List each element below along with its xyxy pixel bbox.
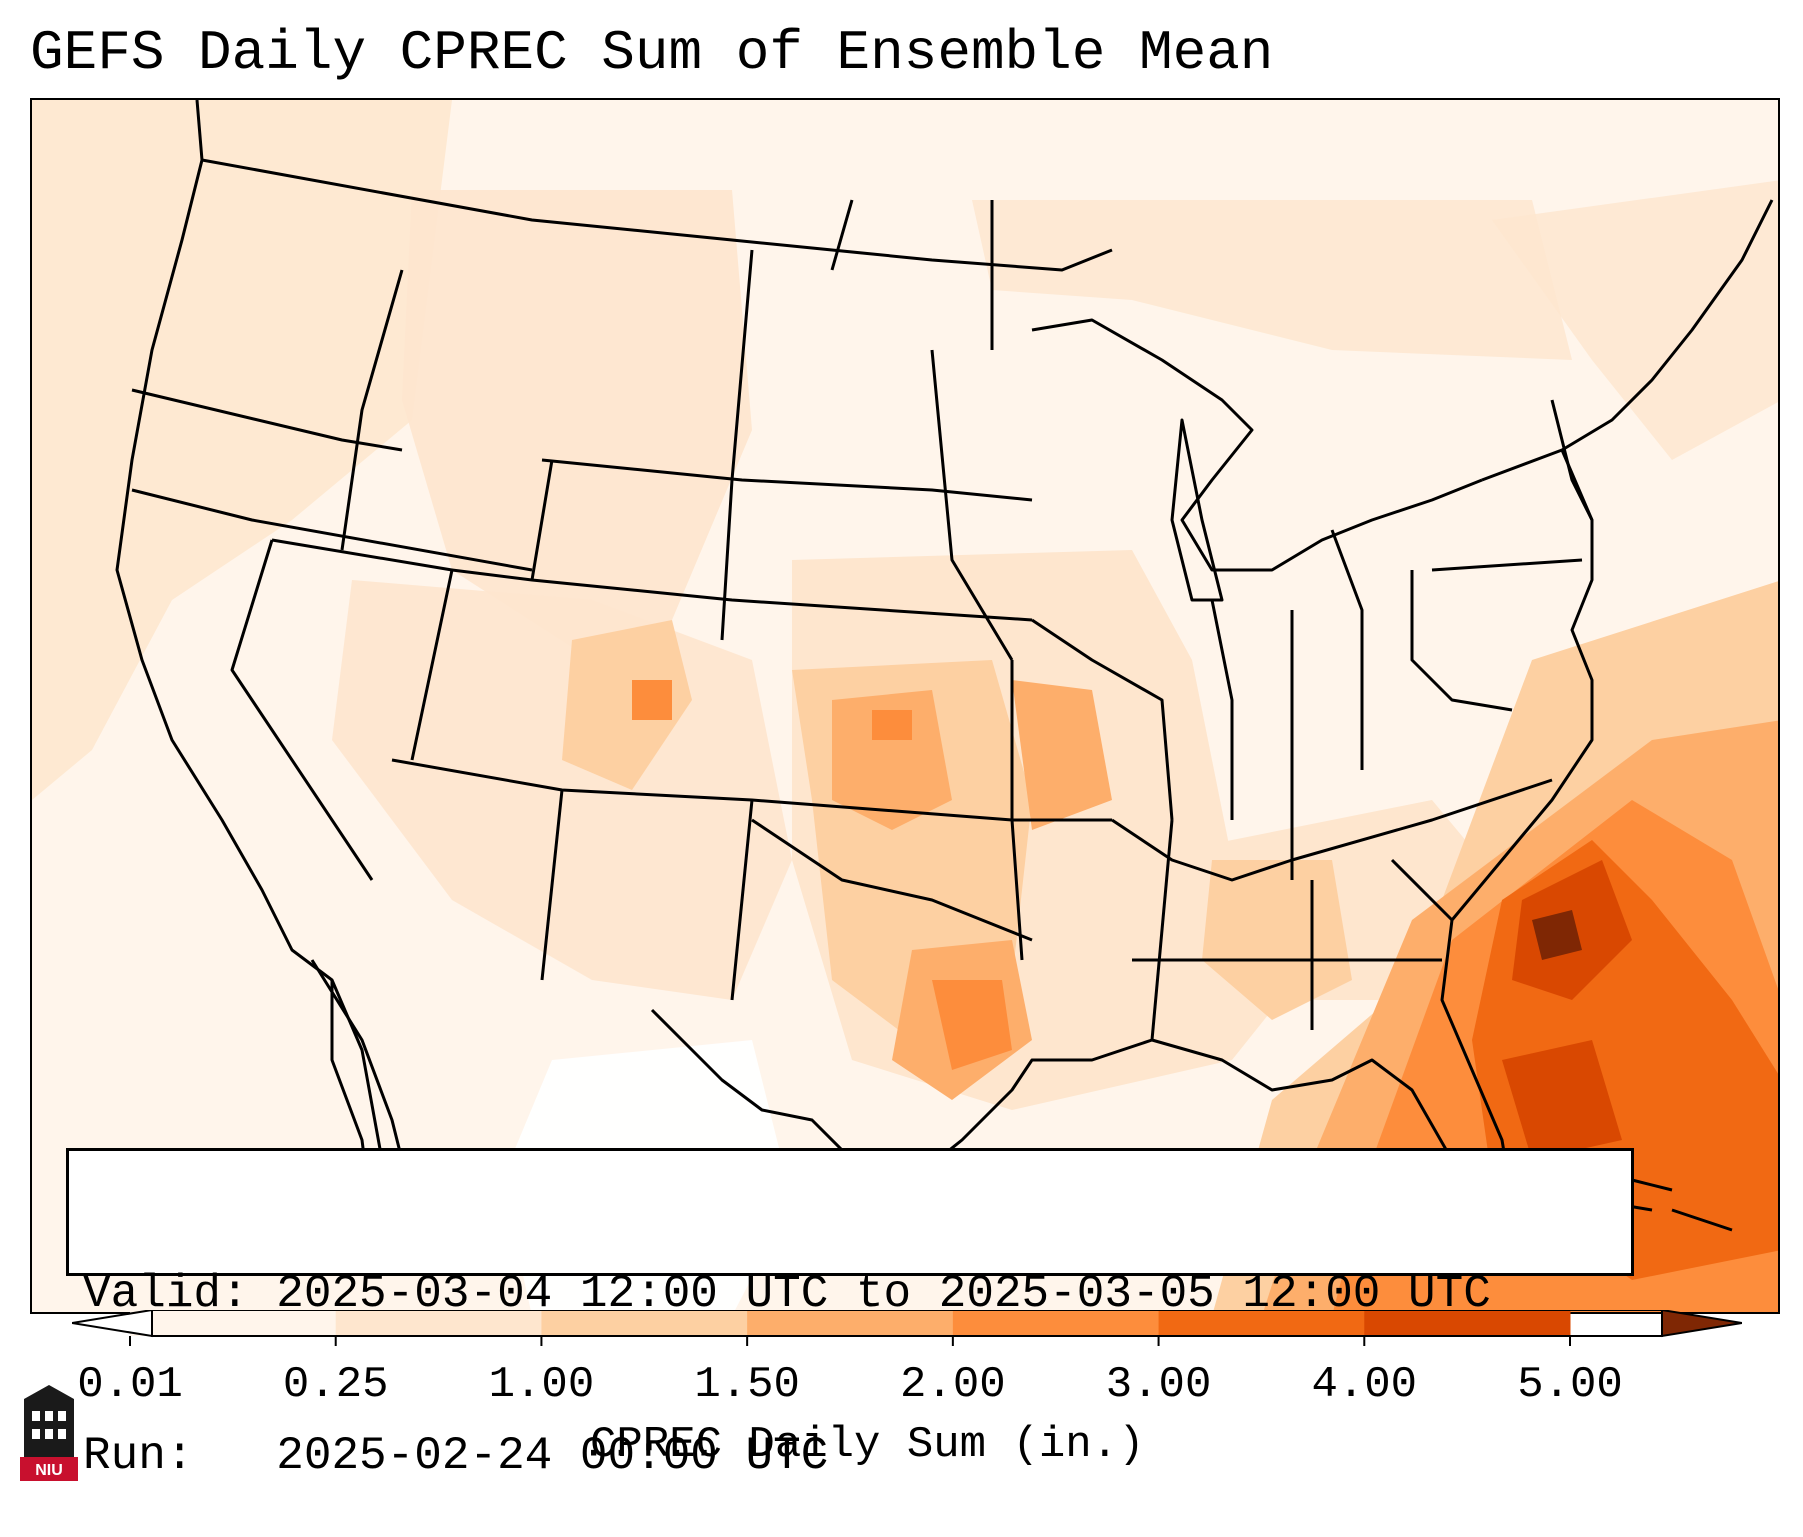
colorbar-tick-label: 0.25 <box>282 1360 389 1410</box>
colorbar-tick-label: 1.50 <box>694 1360 800 1410</box>
colorbar-tick-label: 0.01 <box>77 1360 183 1410</box>
boundary-lines <box>115 100 1774 1251</box>
niu-logo: NIU <box>20 1385 78 1481</box>
valid-run-info-box: Valid: 2025-03-04 12:00 UTC to 2025-03-0… <box>66 1148 1634 1482</box>
precip-field <box>32 100 1778 1312</box>
colorbar-ticks <box>129 1336 1571 1346</box>
precipitation-map <box>32 100 1778 1312</box>
colorbar-segment <box>1364 1310 1571 1336</box>
colorbar-segment <box>952 1310 1160 1336</box>
colorbar-segment <box>541 1310 748 1336</box>
colorbar-title: CPREC Daily Sum (in.) <box>590 1420 1145 1470</box>
colorbar-over-arrow <box>1661 1310 1742 1338</box>
map-panel <box>30 98 1780 1314</box>
colorbar-segments <box>130 1310 1571 1336</box>
logo-text: NIU <box>35 1462 63 1479</box>
colorbar-tick-label: 5.00 <box>1517 1360 1623 1410</box>
colorbar-under-arrow <box>72 1310 153 1338</box>
colorbar-segment <box>335 1310 542 1336</box>
colorbar-tick-label: 4.00 <box>1311 1360 1418 1410</box>
run-time-text: Run: 2025-02-24 00:00 UTC <box>83 1430 829 1482</box>
colorbar-segment <box>130 1310 337 1336</box>
logo-band <box>20 1457 78 1481</box>
chart-title: GEFS Daily CPREC Sum of Ensemble Mean <box>30 21 1274 85</box>
colorbar-tick-label: 2.00 <box>900 1360 1006 1410</box>
colorbar-tick-label: 1.00 <box>488 1360 595 1410</box>
colorbar <box>72 1310 1742 1346</box>
colorbar-tick-label: 3.00 <box>1105 1360 1212 1410</box>
colorbar-outline <box>151 1310 1663 1337</box>
colorbar-segment <box>1158 1310 1365 1336</box>
colorbar-segment <box>747 1310 954 1336</box>
